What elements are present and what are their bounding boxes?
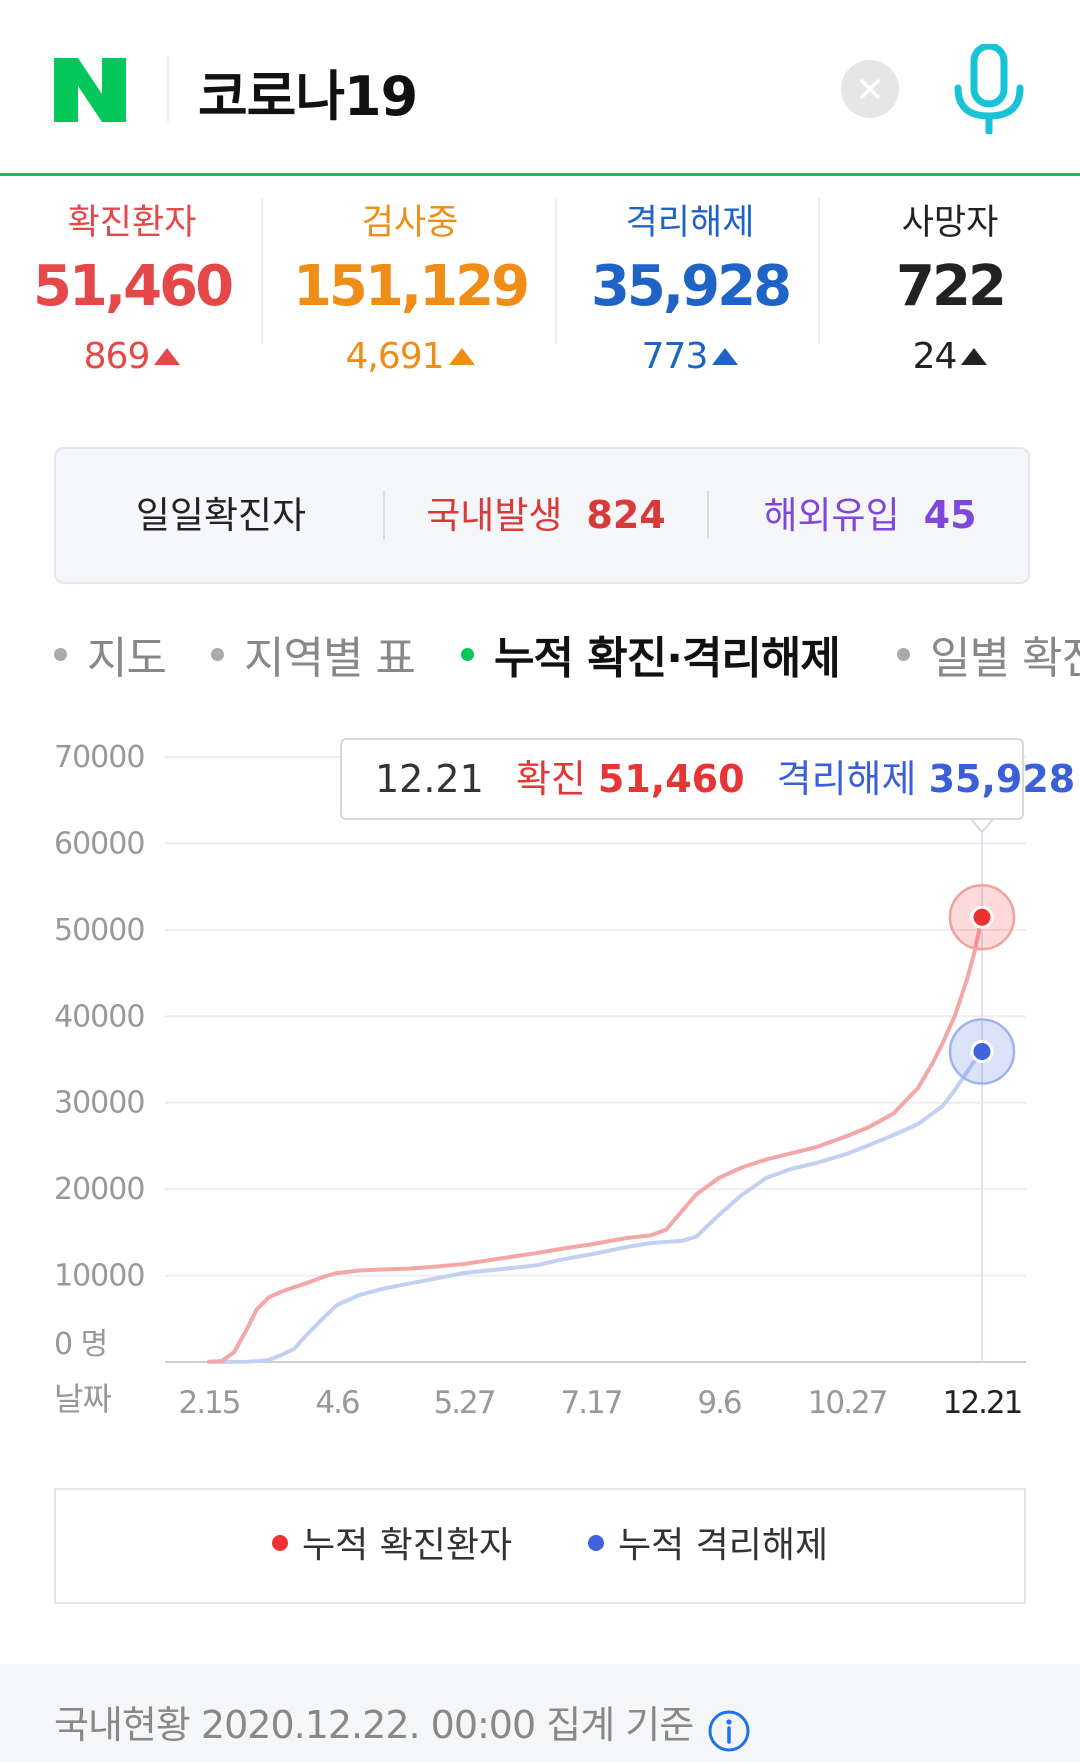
chart-legend: 누적 확진환자 누적 격리해제 [54,1488,1026,1604]
stat-divider [818,198,820,344]
tab-daily[interactable]: 일별 확진 [897,622,1080,686]
x-tick-label: 12.21 [943,1385,1022,1421]
stat-value: 722 [896,254,1007,319]
stat-value: 51,460 [32,254,234,319]
bullet-icon [461,648,474,661]
daily-overseas-label: 해외유입 [763,494,900,537]
confirmed-line [207,915,984,1364]
bullet-icon [54,648,67,661]
close-icon [860,79,880,99]
search-header: 코로나19 [0,0,1080,176]
stat-delta-value: 869 [83,336,151,377]
tab-label: 지역별 표 [244,633,416,684]
chart-tabs: 지도 지역별 표 누적 확진·격리해제 일별 확진 [0,622,1080,692]
tab-cumulative[interactable]: 누적 확진·격리해제 [461,622,841,686]
stat-testing: 검사중 151,129 4,691 [290,176,530,377]
stat-deaths: 사망자 722 24 [840,176,1060,377]
x-tick-label: 10.27 [808,1385,887,1421]
y-tick-label: 10000 [54,1259,144,1294]
search-query[interactable]: 코로나19 [198,65,418,128]
y-tick-label: 60000 [54,826,144,861]
footer: 국내현황 2020.12.22. 00:00 집계 기준 [0,1664,1080,1762]
daily-domestic-label: 국내발생 [426,494,563,537]
stat-confirmed: 확진환자 51,460 869 [12,176,252,377]
microphone-icon[interactable] [952,44,1026,134]
stat-label: 격리해제 [625,203,755,243]
tab-map[interactable]: 지도 [54,622,167,686]
tooltip-released-value: 35,928 [928,757,1076,801]
up-triangle-icon [961,348,988,365]
stat-label: 확진환자 [67,203,197,243]
daily-divider [707,491,709,539]
legend-label: 누적 격리해제 [618,1525,829,1566]
daily-overseas: 해외유입 45 [710,449,1030,582]
tooltip-date: 12.21 [375,757,484,801]
stat-delta: 869 [12,336,252,377]
stat-delta: 773 [570,336,810,377]
stat-released: 격리해제 35,928 773 [570,176,810,377]
daily-overseas-value: 45 [923,493,977,537]
up-triangle-icon [712,348,739,365]
y-tick-label: 50000 [54,913,144,948]
tab-region-table[interactable]: 지역별 표 [211,622,416,686]
tooltip-confirmed-value: 51,460 [597,757,745,801]
chart-canvas: 70000 60000 50000 40000 30000 20000 10000 0 명날짜… [54,740,1026,1421]
stat-divider [261,198,263,344]
stat-delta: 24 [840,336,1060,377]
x-tick-label: 2.15 [178,1385,239,1421]
tooltip-released-label: 격리해제 [776,757,917,801]
stat-value: 151,129 [292,254,530,319]
daily-domestic: 국내발생 824 [386,449,706,582]
daily-title: 일일확진자 [135,494,307,537]
stat-value: 35,928 [590,254,792,319]
stat-delta-value: 773 [641,336,709,377]
y-tick-label: 40000 [54,999,144,1034]
daily-divider [383,491,385,539]
released-line [207,1049,984,1364]
stats-row: 확진환자 51,460 869 검사중 151,129 4,691 격리해제 3… [0,176,1080,377]
data-point-marker [970,905,994,929]
tab-label: 일별 확진 [930,633,1080,684]
daily-confirmed-box: 일일확진자 국내발생 824 해외유입 45 [54,447,1030,584]
x-tick-label: 9.6 [697,1385,741,1421]
clear-search-button[interactable] [841,60,899,118]
stat-divider [555,198,557,344]
red-dot-icon [272,1535,288,1551]
stat-delta-value: 4,691 [345,336,444,377]
stat-delta: 4,691 [290,336,530,377]
naver-logo[interactable] [54,58,126,122]
data-point-marker [970,1039,994,1063]
stat-delta-value: 24 [912,336,958,377]
chart-tooltip: 12.21 확진 51,460 격리해제 35,928 [340,738,1075,820]
y-tick-label: 20000 [54,1172,144,1207]
x-tick-label: 4.6 [315,1385,359,1421]
blue-dot-icon [588,1535,604,1551]
legend-item-released[interactable]: 누적 격리해제 [588,1490,828,1602]
x-tick-label: 5.27 [433,1385,494,1421]
tooltip-confirmed-label: 확진 [515,757,586,801]
tab-label: 지도 [87,633,167,684]
tooltip-pointer [969,817,995,834]
x-tick-label: 7.17 [560,1385,621,1421]
up-triangle-icon [154,348,181,365]
stat-label: 사망자 [901,203,999,243]
x-axis-label: 날짜 [54,1380,111,1418]
daily-domestic-value: 824 [586,493,666,537]
bullet-icon [211,648,224,661]
stat-label: 검사중 [361,203,459,243]
legend-label: 누적 확진환자 [302,1525,513,1566]
footer-text: 국내현황 2020.12.22. 00:00 집계 기준 [54,1703,694,1747]
header-divider [167,56,169,122]
y-tick-label: 0 명 [54,1327,107,1362]
up-triangle-icon [448,348,475,365]
legend-item-confirmed[interactable]: 누적 확진환자 [272,1490,512,1602]
bullet-icon [897,648,910,661]
info-icon[interactable] [707,1709,751,1753]
y-tick-label: 30000 [54,1086,144,1121]
tab-label: 누적 확진·격리해제 [494,633,841,684]
y-tick-label: 70000 [54,740,144,775]
